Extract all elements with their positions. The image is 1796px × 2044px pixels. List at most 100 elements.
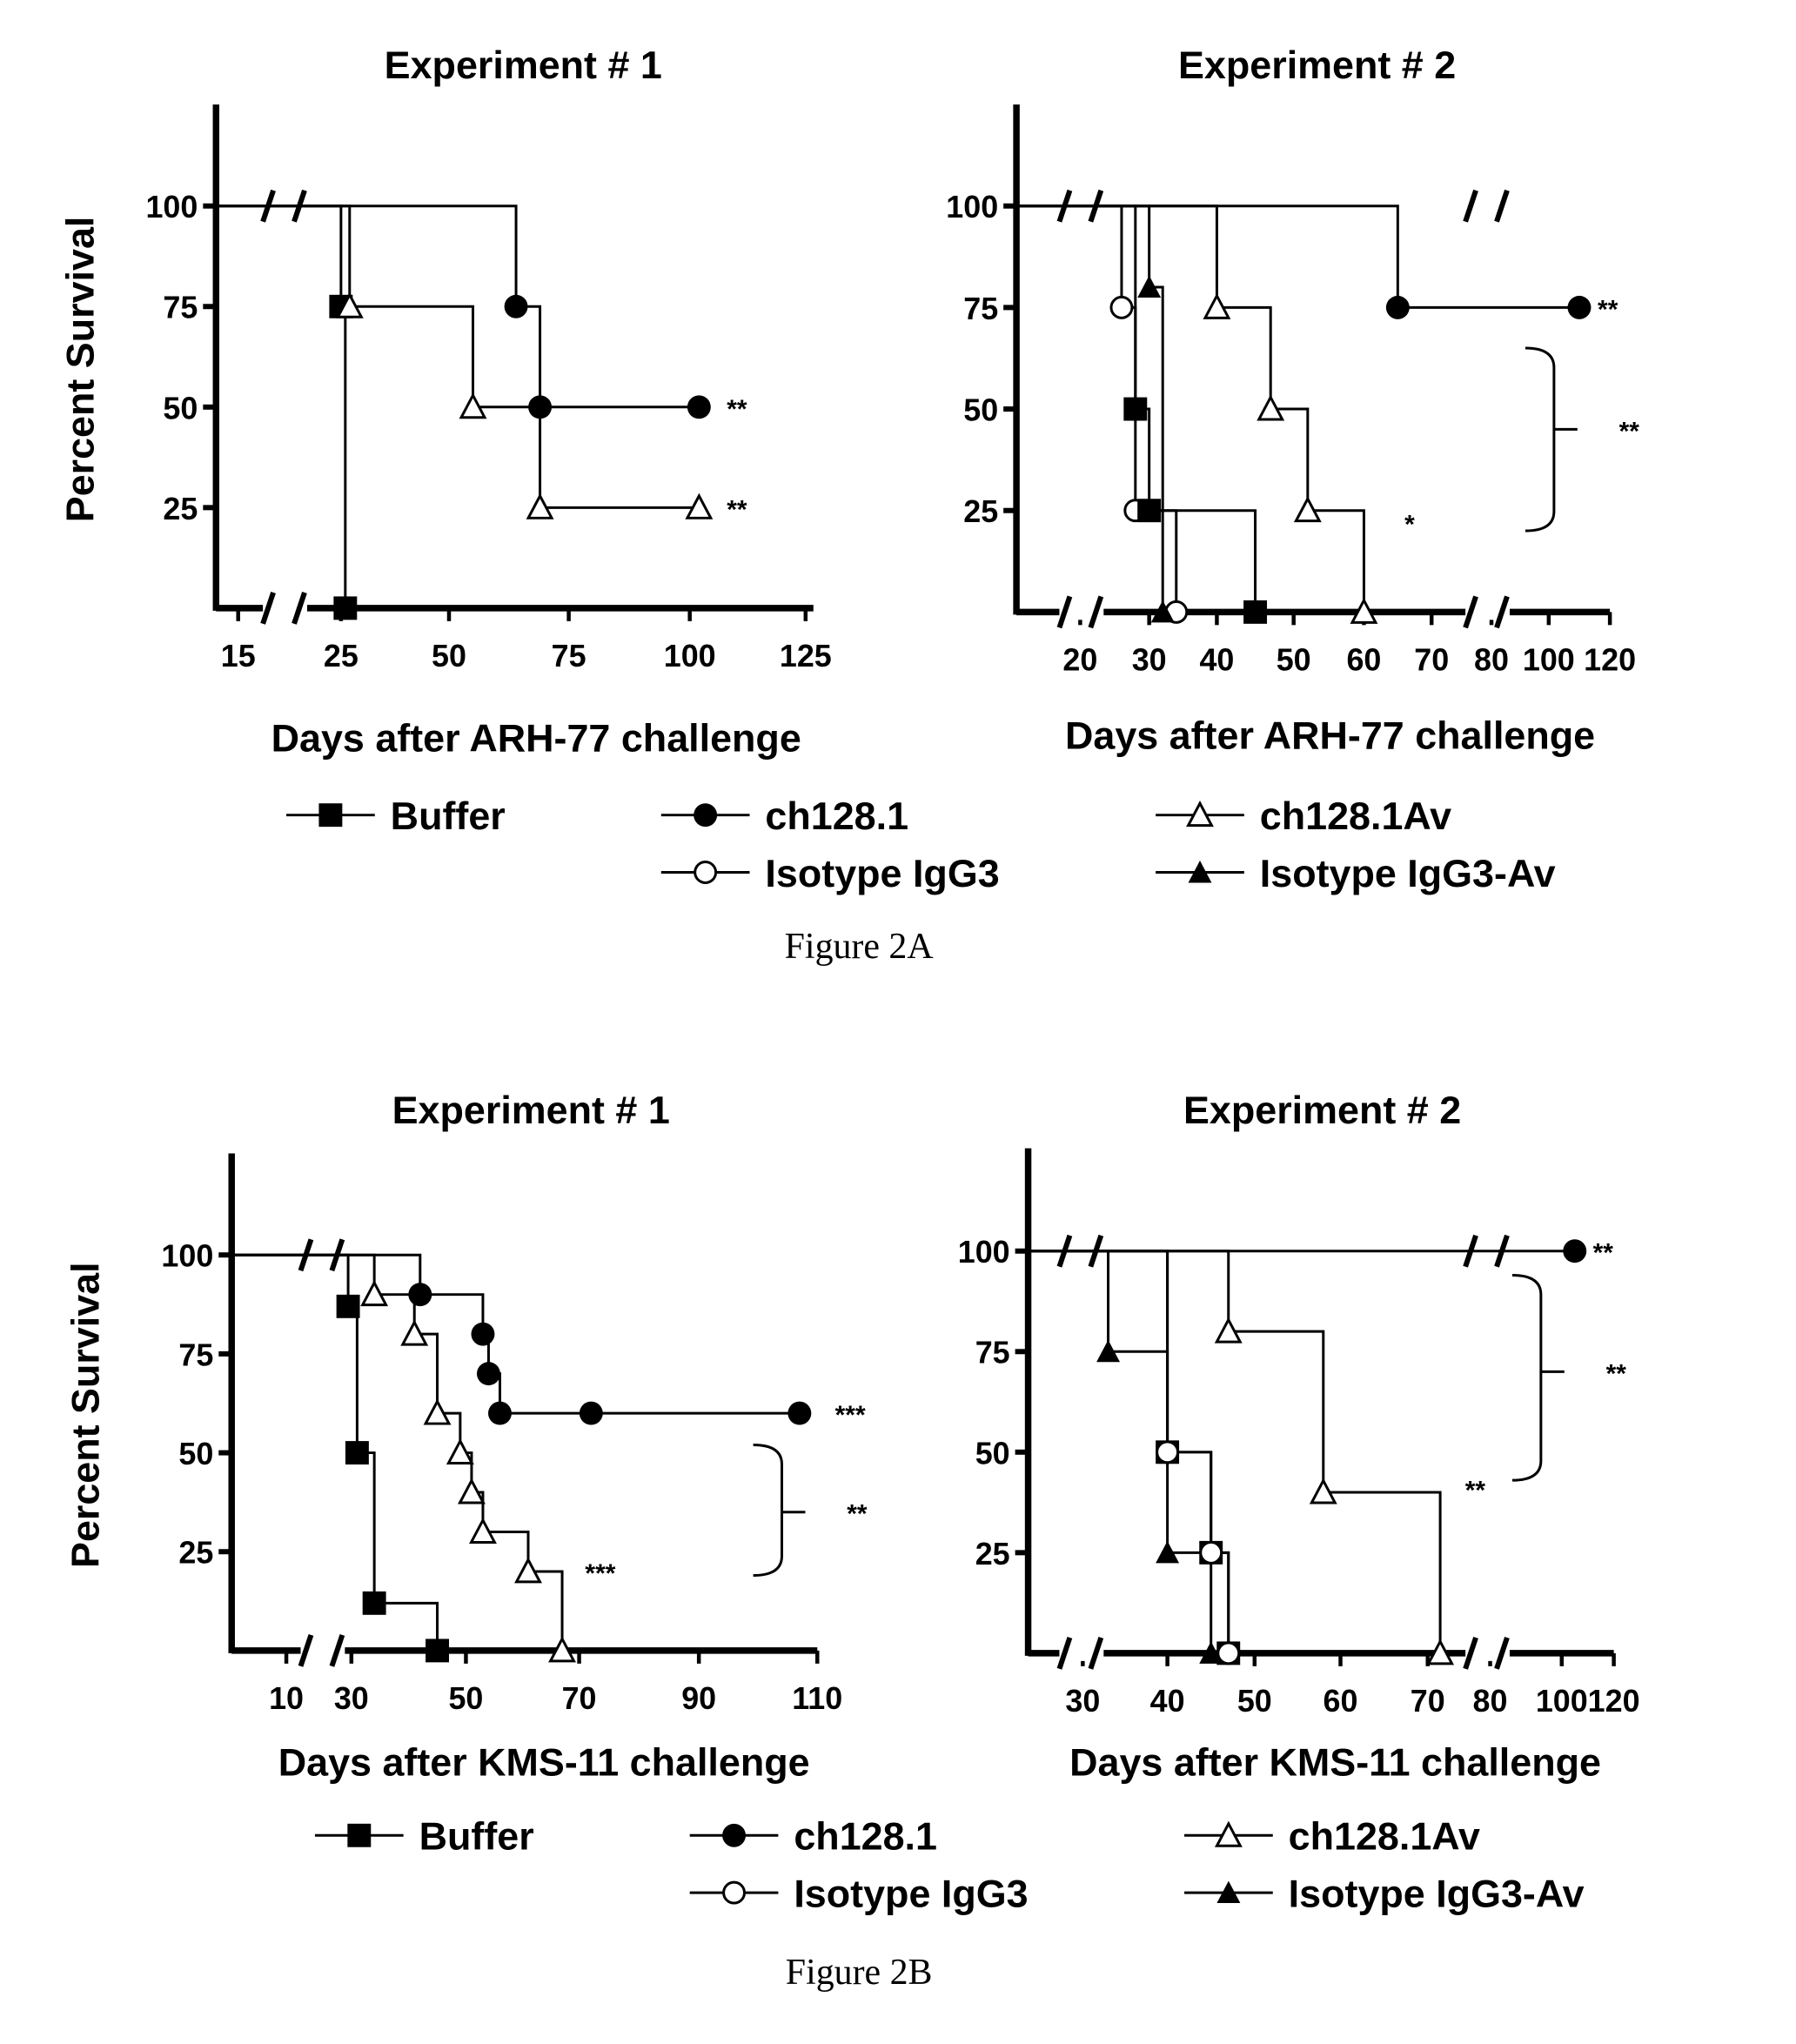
x-axis-label: Days after KMS-11 challenge [278,1739,810,1784]
x-tick-label: 60 [1324,1684,1358,1719]
series-ch128-1av [216,206,711,519]
survival-step-line [216,206,699,508]
legend-item: ch128.1Av [1184,1814,1480,1859]
series-ch128-1 [216,206,711,419]
x-axis-label: Days after ARH-77 challenge [1065,713,1595,757]
x-tick-label: 40 [1199,643,1234,678]
legend-label: ch128.1Av [1289,1814,1480,1859]
x-tick-label: 70 [1414,643,1449,678]
axis-break-icon [1465,596,1510,627]
data-point-filled-circle [787,1402,811,1425]
x-tick-label: 60 [1346,643,1381,678]
y-tick-label: 25 [963,494,998,529]
series-ch128-1av [1029,1251,1452,1664]
x-tick-label: 25 [324,639,359,674]
data-point-filled-circle [1386,296,1410,319]
x-tick-label: 100 [664,639,716,674]
data-point-filled-square [1243,600,1267,624]
data-point-filled-circle [1568,296,1592,319]
significance-label: ** [1593,1239,1614,1268]
series-isotype-igg3-av [1016,206,1175,623]
survival-step-line [231,1255,562,1651]
series-isotype-igg3 [1029,1251,1239,1664]
significance-label: ** [1465,1476,1486,1505]
legend-label: Buffer [419,1814,534,1859]
axis-break-icon [1465,191,1510,222]
y-tick-label: 75 [963,292,998,326]
data-point-open-circle [1111,297,1132,318]
survival-step-line [1016,206,1176,613]
data-point-filled-circle [1563,1239,1586,1263]
legend-filled-square-icon [347,1824,371,1847]
legend-label: ch128.1Av [1260,794,1451,838]
data-point-filled-square [1137,499,1161,522]
legend-2a: Bufferch128.1ch128.1AvIsotype IgG3Isotyp… [286,794,1556,895]
data-point-filled-square [363,1592,386,1615]
significance-label: ** [1619,417,1640,446]
x-tick-label: 50 [1277,643,1311,678]
series-buffer [1029,1251,1241,1665]
y-tick-label: 50 [975,1436,1010,1471]
data-point-filled-circle [505,295,528,318]
significance-label: ** [1598,295,1618,324]
caption-figure-2b: Figure 2B [786,1953,933,1993]
caption-figure-2a: Figure 2A [785,927,934,967]
x-tick-label: 40 [1150,1684,1185,1719]
x-tick-label: 75 [552,639,586,674]
figure-page: Experiment # 1 Days after ARH-77 challeng… [0,0,1796,2044]
data-point-filled-square [1123,398,1147,421]
x-tick-label: 50 [448,1681,483,1716]
chart-panel-1: Experiment # 1Days after ARH-77 challeng… [58,43,832,760]
x-tick-label: 30 [334,1681,369,1716]
legend-item: Isotype IgG3 [690,1872,1029,1916]
y-tick-label: 25 [163,492,198,526]
survival-step-line [1016,206,1364,613]
chart-panel-4: Experiment # 2Days after KMS-11 challeng… [958,1088,1640,1784]
legend-2b: Buffer ch128.1 ch128.1Av Isotype IgG3 Isotyp… [315,1814,1585,1916]
data-point-open-circle [1201,1542,1222,1563]
x-tick-label: 50 [1237,1684,1272,1719]
series-isotype-igg3-av [1029,1251,1223,1664]
series-isotype-igg3 [1016,206,1187,623]
x-tick-label: 15 [221,639,256,674]
data-point-filled-circle [488,1402,512,1425]
y-tick-label: 50 [963,393,998,428]
survival-figure: Experiment # 1 Days after ARH-77 challeng… [0,0,1796,2044]
y-tick-label: 25 [178,1536,213,1571]
survival-step-line [231,1255,437,1651]
series-ch128-1av [1016,206,1376,623]
x-axis-label: Days after KMS-11 challenge [1069,1739,1601,1784]
legend-filled-circle-icon [722,1824,746,1847]
data-point-filled-square [337,1295,360,1318]
legend-item: ch128.1 [661,794,908,838]
x-tick-label: 80 [1474,643,1509,678]
legend-open-circle-icon [695,862,716,883]
data-point-open-circle [1157,1442,1178,1463]
y-tick-label: 100 [161,1239,213,1274]
significance-label: *** [835,1401,866,1430]
x-tick-label: 70 [1411,1684,1445,1719]
y-tick-label: 100 [145,190,198,225]
significance-label: ** [1606,1359,1627,1388]
y-tick-label: 75 [163,291,198,325]
x-tick-label: 120 [1584,643,1636,678]
x-tick-label: 80 [1473,1684,1508,1719]
y-tick-label: 75 [975,1336,1010,1370]
legend-label: ch128.1 [765,794,908,838]
chart-panel-2: Experiment # 2Days after ARH-77 challeng… [946,43,1639,757]
legend-label: Isotype IgG3 [765,851,999,895]
legend-item: ch128.1 [690,1814,937,1859]
survival-step-line [1029,1251,1441,1653]
x-tick-label: 30 [1132,643,1167,678]
legend-label: Isotype IgG3-Av [1289,1872,1585,1916]
series-ch128-1av [231,1255,573,1661]
chart-title: Experiment # 1 [392,1088,670,1132]
legend-label: Isotype IgG3-Av [1260,851,1556,895]
significance-bracket [1512,1275,1565,1480]
axis-break-icon [1465,1638,1510,1669]
significance-label: ** [847,1500,868,1529]
y-tick-label: 50 [178,1437,213,1471]
x-tick-label: 10 [269,1681,304,1716]
significance-label: * [1404,511,1415,539]
legend-filled-square-icon [318,803,342,827]
